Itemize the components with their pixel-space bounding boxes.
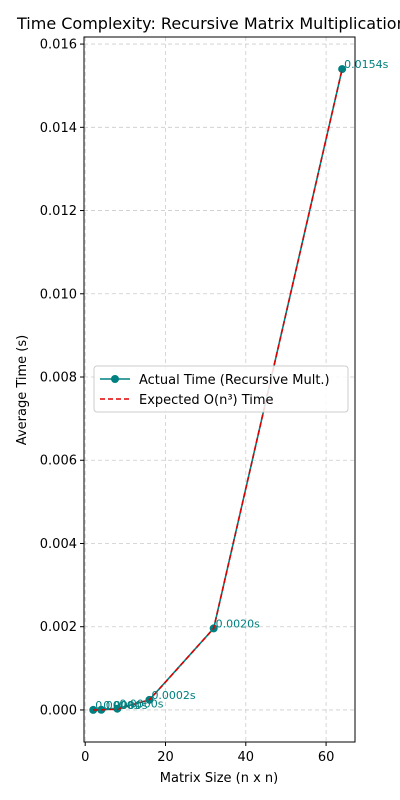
legend-marker-actual bbox=[111, 375, 119, 383]
y-tick-label: 0.008 bbox=[40, 371, 77, 386]
x-tick-label: 60 bbox=[318, 750, 335, 765]
y-tick-label: 0.014 bbox=[40, 121, 77, 136]
y-tick-label: 0.004 bbox=[40, 537, 77, 552]
y-axis-ticks: 0.000 0.002 0.004 0.006 0.008 0.010 0.012 0.014… bbox=[40, 38, 84, 718]
data-point-actual-time bbox=[338, 65, 347, 74]
plot-area-frame bbox=[83, 36, 356, 743]
y-tick-label: 0.006 bbox=[40, 454, 77, 469]
data-label: 0.0020s bbox=[216, 617, 260, 630]
legend-box bbox=[93, 365, 349, 413]
data-labels: 0.0000s0.0000s0.0000s0.0002s0.0020s0.015… bbox=[95, 58, 388, 712]
chart-title: Time Complexity: Recursive Matrix Multip… bbox=[16, 14, 400, 33]
data-label: 0.0002s bbox=[151, 689, 195, 702]
legend-label-actual: Actual Time (Recursive Mult.) bbox=[139, 373, 330, 388]
x-axis-label: Matrix Size (n x n) bbox=[160, 771, 278, 786]
data-label: 0.0000s bbox=[103, 699, 147, 712]
legend-label-expected: Expected O(n³) Time bbox=[139, 393, 274, 408]
x-axis-ticks: 0 20 40 60 bbox=[81, 742, 334, 765]
y-tick-label: 0.010 bbox=[40, 287, 77, 302]
data-label: 0.0000s bbox=[119, 698, 163, 711]
data-label: 0.0000s bbox=[95, 699, 139, 712]
y-tick-label: 0.000 bbox=[40, 703, 77, 718]
x-tick-label: 0 bbox=[81, 750, 89, 765]
series-line-expected-time bbox=[93, 68, 343, 711]
x-tick-label: 20 bbox=[157, 750, 174, 765]
data-label: 0.0154s bbox=[344, 58, 388, 71]
y-tick-label: 0.002 bbox=[40, 620, 77, 635]
x-tick-label: 40 bbox=[238, 750, 255, 765]
legend: Actual Time (Recursive Mult.) Expected O… bbox=[93, 365, 349, 413]
series-layer bbox=[89, 65, 347, 714]
y-tick-label: 0.016 bbox=[40, 38, 77, 53]
y-axis-label: Average Time (s) bbox=[15, 335, 30, 445]
y-tick-label: 0.012 bbox=[40, 204, 77, 219]
